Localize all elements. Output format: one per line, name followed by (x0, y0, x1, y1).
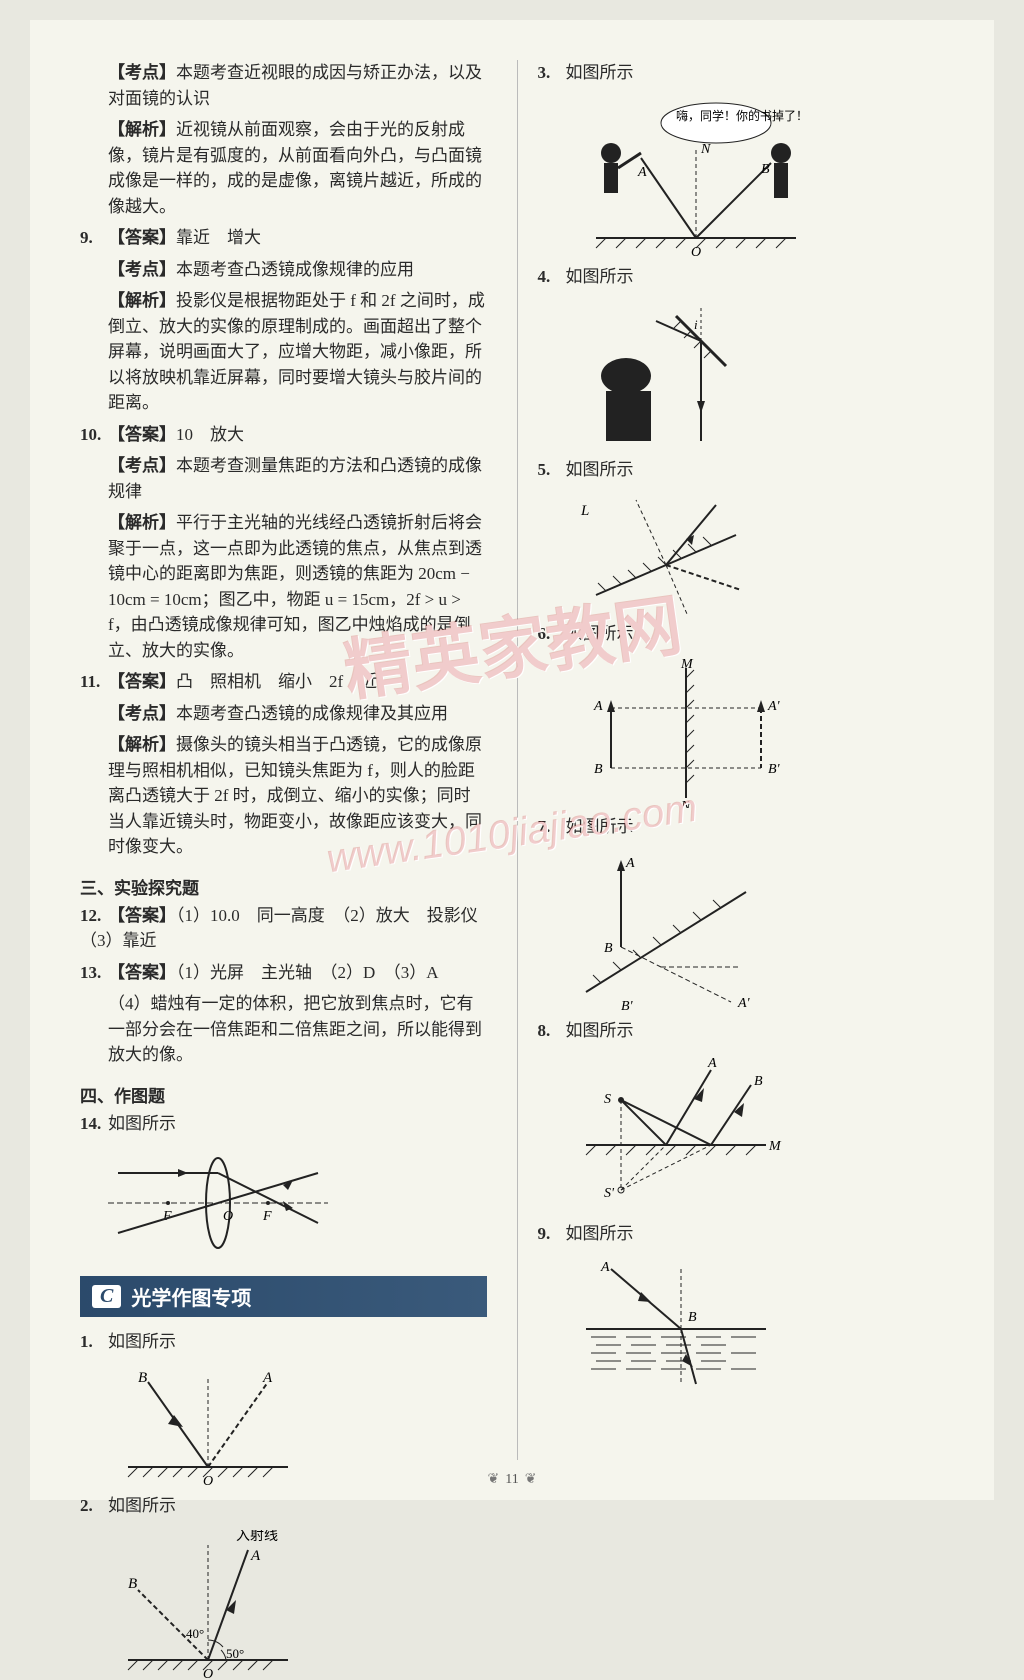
p8: 8.如图所示 (538, 1018, 945, 1044)
p6: 6.如图所示 (538, 621, 945, 647)
page: 【考点】本题考查近视眼的成因与矫正办法，以及对面镜的认识 【解析】近视镜从前面观… (30, 20, 994, 1500)
left-column: 【考点】本题考查近视眼的成因与矫正办法，以及对面镜的认识 【解析】近视镜从前面观… (80, 60, 487, 1460)
svg-text:A': A' (767, 699, 781, 714)
svg-text:B: B (688, 1310, 697, 1325)
svg-text:S: S (604, 1092, 611, 1107)
svg-text:B: B (761, 162, 770, 177)
svg-text:L: L (580, 503, 589, 519)
q10-jiexi: 【解析】平行于主光轴的光线经凸透镜折射后将会聚于一点，这一点即为此透镜的焦点，从… (80, 510, 487, 663)
banner-c-icon: C (92, 1285, 121, 1308)
fig14-O: O (223, 1209, 233, 1224)
section3-title: 三、实验探究题 (80, 874, 487, 899)
svg-text:A: A (600, 1260, 610, 1275)
q9-daan: 靠近 增大 (176, 228, 261, 247)
q9-jiexi: 【解析】投影仪是根据物距处于 f 和 2f 之间时，成倒立、放大的实像的原理制成… (80, 288, 487, 416)
fig1-reflection: B A O (108, 1367, 487, 1487)
fig7-inclined-mirror: A B A' B' (566, 852, 945, 1012)
svg-text:40°: 40° (186, 1626, 204, 1641)
fig14-lens-diagram: F F O (108, 1148, 487, 1258)
q10-kaodian: 【考点】本题考查测量焦距的方法和凸透镜的成像规律 (80, 453, 487, 504)
p5: 5.如图所示 (538, 457, 945, 483)
svg-text:50°: 50° (226, 1646, 244, 1661)
p3: 3.如图所示 (538, 60, 945, 86)
svg-text:嗨，同学！你的书掉了！: 嗨，同学！你的书掉了！ (676, 108, 808, 123)
fig2-reflection-angles: 入射线 A B O 40° 50° (108, 1530, 487, 1680)
q11: 11.【答案】凸 照相机 缩小 2f 近 (80, 669, 487, 695)
svg-text:M: M (768, 1139, 782, 1154)
svg-text:S': S' (604, 1186, 615, 1201)
svg-text:i: i (694, 317, 698, 332)
fig14-F2: F (262, 1209, 272, 1224)
svg-text:N: N (700, 142, 711, 157)
p7: 7.如图所示 (538, 814, 945, 840)
svg-text:B': B' (621, 999, 634, 1012)
p2: 2.如图所示 (80, 1493, 487, 1519)
svg-text:A: A (707, 1056, 717, 1071)
fig8-point-source-mirror: S S' A B M (566, 1055, 945, 1215)
fig9-refraction-water: A B (566, 1259, 945, 1389)
q9: 9.【答案】靠近 增大 (80, 225, 487, 251)
q8-jiexi: 【解析】近视镜从前面观察，会由于光的反射成像，镜片是有弧度的，从前面看向外凸，与… (80, 117, 487, 219)
svg-text:A: A (637, 165, 647, 180)
svg-text:M: M (680, 658, 694, 672)
svg-text:B: B (754, 1074, 763, 1089)
q10: 10.【答案】10 放大 (80, 422, 487, 448)
svg-text:A': A' (737, 996, 751, 1011)
svg-text:O: O (691, 245, 701, 258)
svg-text:入射线: 入射线 (236, 1530, 278, 1544)
svg-text:O: O (203, 1667, 213, 1680)
page-number: 11 (482, 1471, 543, 1488)
p4: 4.如图所示 (538, 264, 945, 290)
svg-text:A: A (262, 1370, 273, 1386)
fig6-plane-mirror-image: M N A B A' B' (566, 658, 945, 808)
svg-text:A: A (625, 856, 635, 871)
svg-text:B': B' (768, 762, 781, 777)
svg-text:A: A (250, 1548, 261, 1564)
q11-kaodian: 【考点】本题考查凸透镜的成像规律及其应用 (80, 701, 487, 727)
kaodian-label: 【考点】 (108, 63, 176, 82)
svg-text:B: B (138, 1370, 147, 1386)
svg-text:B: B (594, 762, 603, 777)
right-column: 3.如图所示 嗨，同学！你的书掉了！ (517, 60, 945, 1460)
p1: 1.如图所示 (80, 1329, 487, 1355)
p9: 9.如图所示 (538, 1221, 945, 1247)
fig5-mirror-L: L (566, 495, 945, 615)
q9-num: 9. (80, 225, 108, 251)
svg-text:O: O (203, 1474, 213, 1487)
svg-text:N: N (680, 799, 691, 808)
q9-daan-label: 【答案】 (108, 228, 176, 247)
svg-text:A: A (593, 699, 603, 714)
jiexi-label: 【解析】 (108, 120, 176, 139)
svg-text:B: B (128, 1576, 137, 1592)
q13: 13.【答案】（1）光屏 主光轴 （2）D （3）A (80, 960, 487, 986)
section4-title: 四、作图题 (80, 1082, 487, 1107)
q12: 12.【答案】（1）10.0 同一高度 （2）放大 投影仪（3）靠近 (80, 903, 487, 954)
fig3-cartoon-mirror: 嗨，同学！你的书掉了！ (566, 98, 945, 258)
section-banner: C 光学作图专项 (80, 1276, 487, 1317)
q14: 14.如图所示 (80, 1111, 487, 1137)
q11-jiexi: 【解析】摄像头的镜头相当于凸透镜，它的成像原理与照相机相似，已知镜头焦距为 f，… (80, 732, 487, 860)
svg-text:B: B (604, 941, 613, 956)
fig4-periscope-silhouette: i (566, 301, 945, 451)
banner-title: 光学作图专项 (131, 1282, 251, 1311)
q13-part4: （4）蜡烛有一定的体积，把它放到焦点时，它有一部分会在一倍焦距和二倍焦距之间，所… (80, 991, 487, 1068)
q8-kaodian: 【考点】本题考查近视眼的成因与矫正办法，以及对面镜的认识 (80, 60, 487, 111)
q9-kaodian: 【考点】本题考查凸透镜成像规律的应用 (80, 257, 487, 283)
